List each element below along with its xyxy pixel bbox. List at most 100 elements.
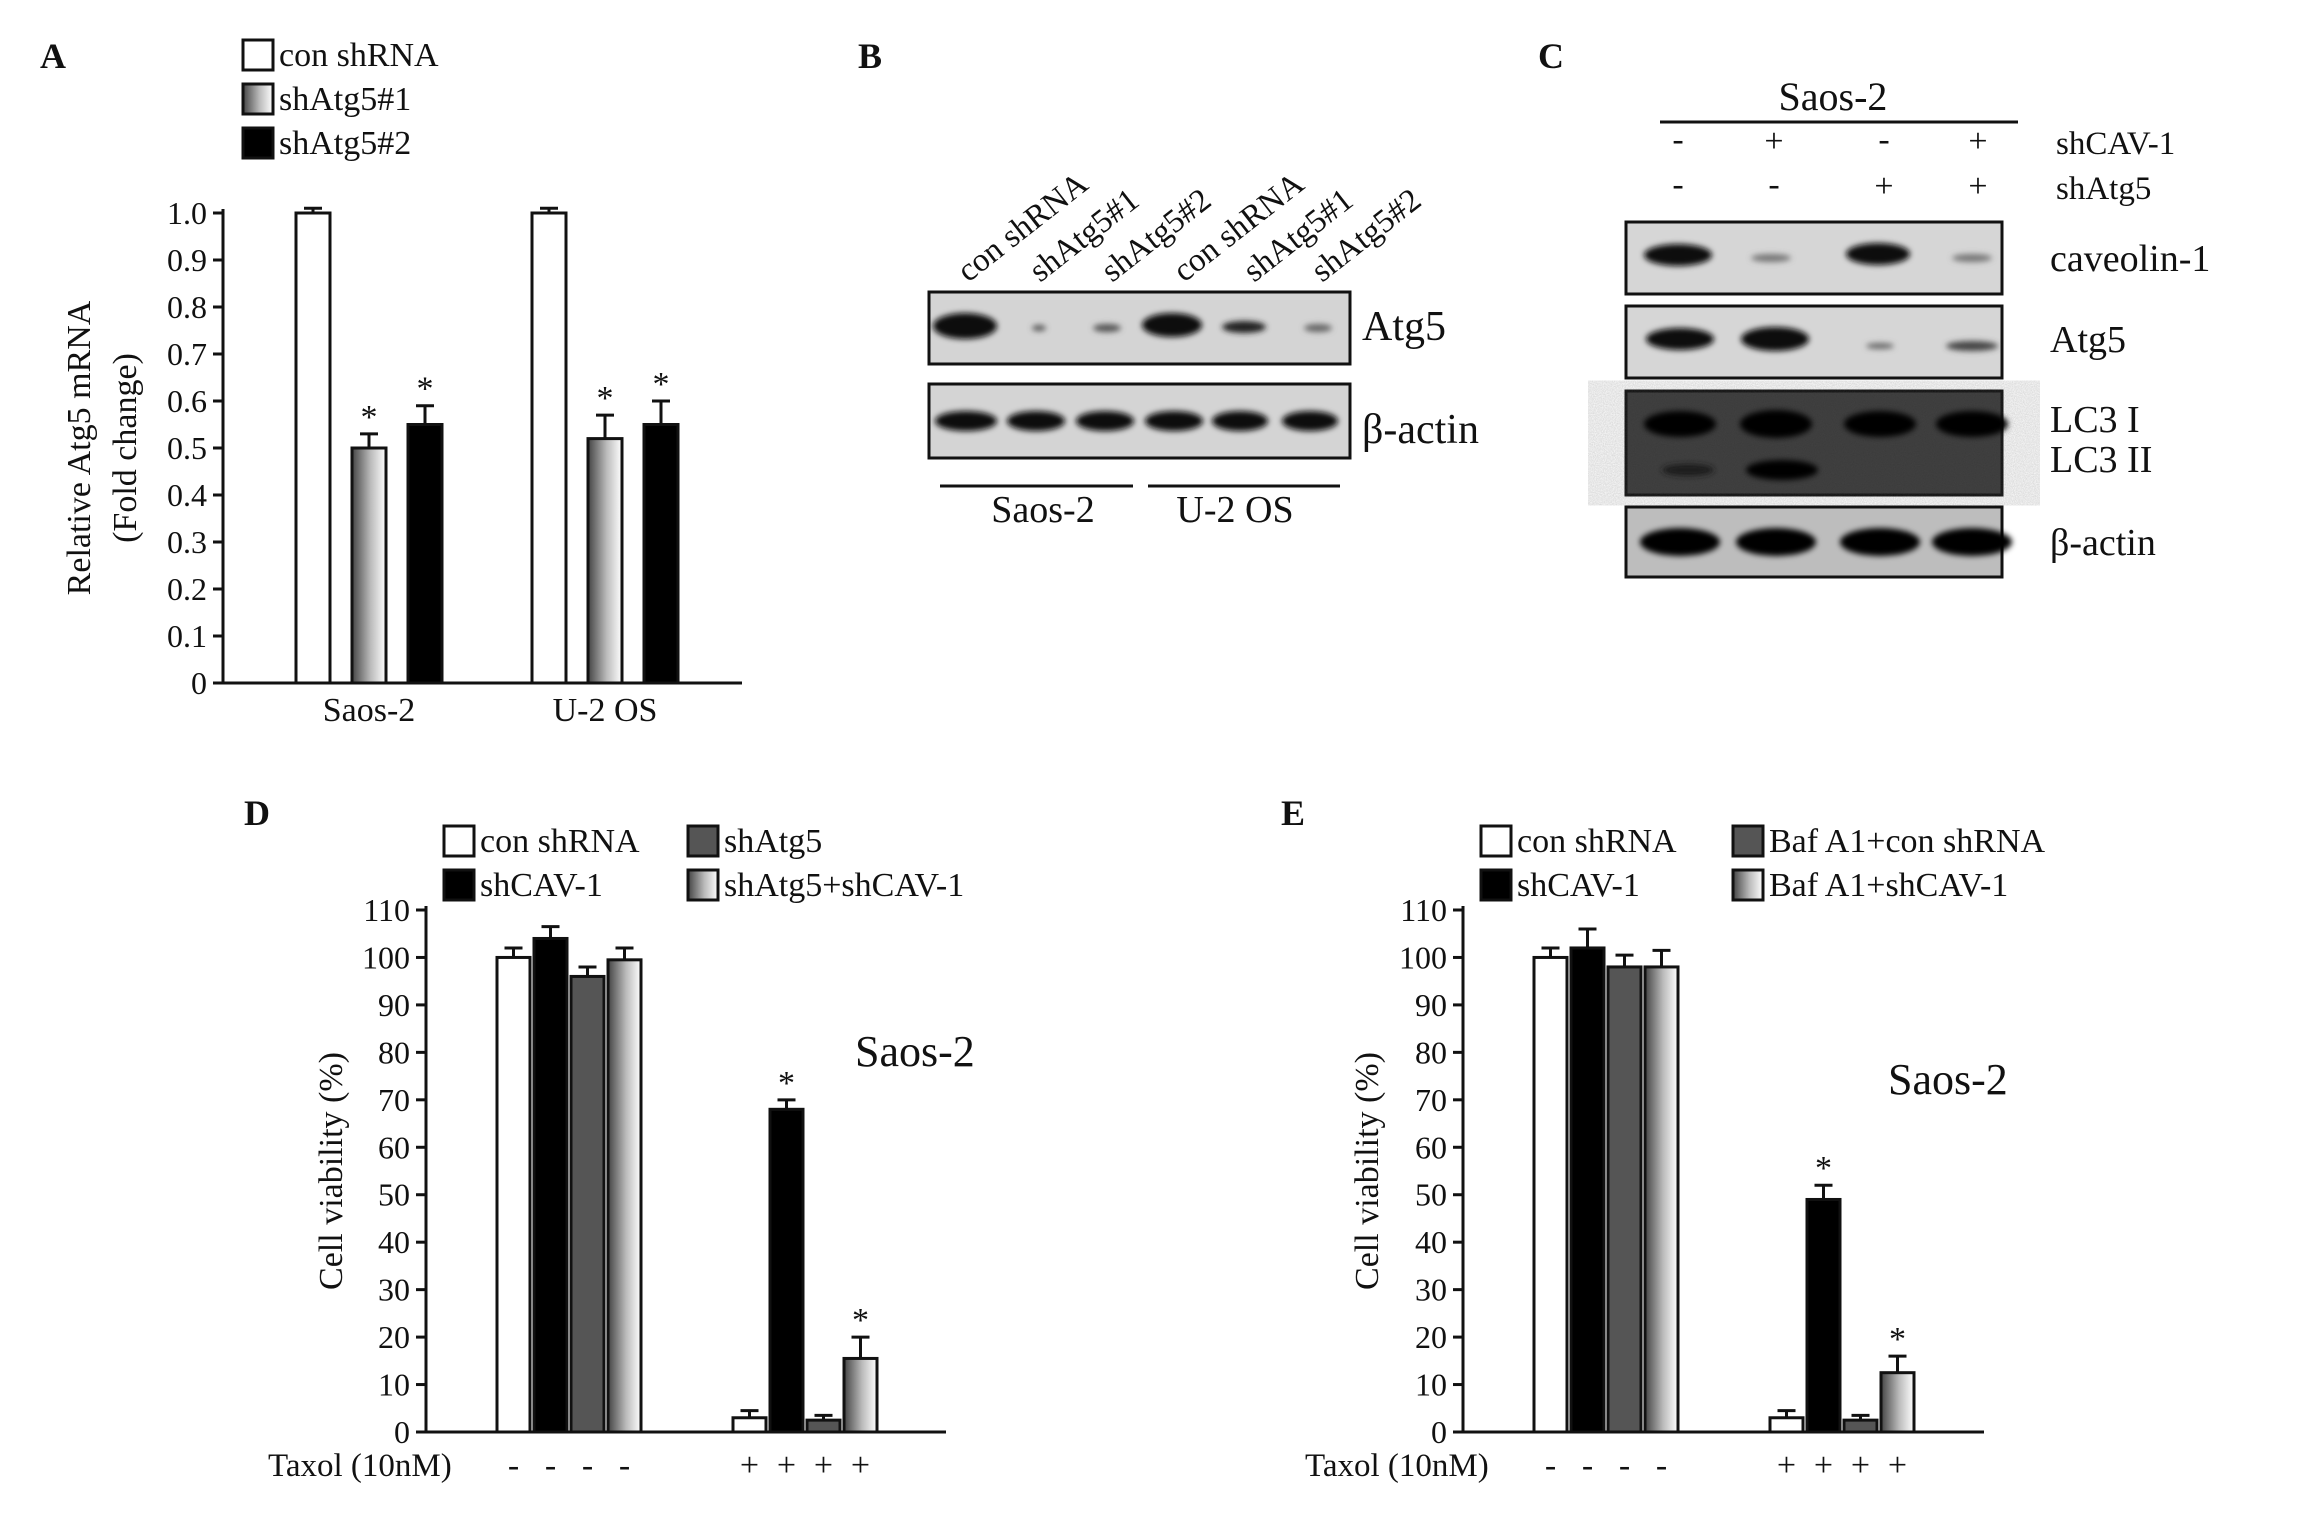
bar: [1768, 1416, 1805, 1434]
taxol-label: Taxol (10nM): [1305, 1448, 1489, 1484]
panel-a-chart: 0 0.1 0.2 0.3 0.4 0.5 0.6 0.7 0.8 0.9 1.0 Relative …: [61, 195, 742, 729]
panel-d: D con shRNA shCAV-1 shAtg5 shAtg5+shCAV-1 0…: [244, 793, 975, 1484]
y-tick-label: 0.2: [167, 571, 207, 607]
panel-e: E con shRNA shCAV-1 Baf A1+con shRNA Baf A1…: [1281, 793, 2045, 1484]
significance-star: *: [597, 380, 614, 417]
y-tick-label: 0.3: [167, 524, 207, 560]
blot-lc3-c: [1624, 389, 2008, 497]
y-tick-label: 0.6: [167, 383, 207, 419]
y-tick-label: 50: [1415, 1177, 1447, 1213]
legend-label: Baf A1+shCAV-1: [1769, 867, 2008, 904]
treatment-row-shcav1: - + - + shCAV-1: [1672, 121, 2175, 162]
taxol-sign: +: [777, 1447, 796, 1484]
sign: +: [1968, 168, 1987, 205]
bar: [1643, 965, 1680, 1434]
y-tick-label: 60: [1415, 1129, 1447, 1165]
panel-b-letter: B: [858, 36, 882, 76]
cell-line-label: Saos-2: [1779, 74, 1888, 119]
significance-star: *: [1815, 1150, 1832, 1187]
significance-star: *: [1889, 1321, 1906, 1358]
y-tick-label: 30: [378, 1272, 410, 1308]
group-label-saos2: Saos-2: [991, 489, 1094, 531]
y-tick-label: 90: [1415, 987, 1447, 1023]
taxol-sign: +: [851, 1447, 870, 1484]
bar: [1805, 1197, 1842, 1434]
panel-d-legend: con shRNA shCAV-1 shAtg5 shAtg5+shCAV-1: [442, 823, 964, 904]
band-label-lc3ii: LC3 II: [2050, 439, 2152, 481]
taxol-sign: +: [814, 1447, 833, 1484]
y-tick-label: 70: [378, 1082, 410, 1118]
sign: -: [1672, 121, 1683, 158]
y-tick-label: 40: [378, 1224, 410, 1260]
taxol-sign: +: [1814, 1447, 1833, 1484]
bar: [1606, 965, 1643, 1434]
legend-label: Baf A1+con shRNA: [1769, 823, 2045, 860]
significance-star: *: [361, 399, 378, 436]
panel-d-letter: D: [244, 793, 270, 833]
legend-swatch: [241, 38, 275, 72]
bar: [805, 1418, 842, 1434]
bar: [532, 936, 569, 1434]
blot-bactin-b: [927, 382, 1352, 460]
panel-c-letter: C: [1538, 36, 1564, 76]
blot-caveolin1-c: [1624, 220, 2004, 296]
bar: [569, 974, 606, 1434]
y-tick-label: 110: [1400, 892, 1447, 928]
legend-label: shAtg5+shCAV-1: [724, 867, 964, 904]
y-tick-label: 80: [1415, 1034, 1447, 1070]
x-category-label: Saos-2: [323, 692, 416, 729]
legend-label: con shRNA: [279, 37, 439, 74]
y-tick-label: 100: [1399, 939, 1447, 975]
y-tick-label: 0: [394, 1414, 410, 1450]
legend-swatch: [686, 868, 720, 902]
panel-e-letter: E: [1281, 793, 1305, 833]
y-tick-label: 90: [378, 987, 410, 1023]
legend-label: con shRNA: [1517, 823, 1677, 860]
cell-line-annotation: Saos-2: [1888, 1055, 2008, 1104]
sign: -: [1768, 166, 1779, 203]
bar: [1842, 1418, 1879, 1434]
bar: [350, 446, 388, 685]
blot-atg5-b: [927, 290, 1352, 366]
y-tick-label: 0: [1431, 1414, 1447, 1450]
band-label-lc3i: LC3 I: [2050, 399, 2140, 441]
legend-label: shAtg5#1: [279, 81, 411, 118]
bar: [495, 955, 532, 1434]
y-tick-label: 1.0: [167, 195, 207, 231]
band-label-caveolin1: caveolin-1: [2050, 238, 2210, 280]
sign: +: [1874, 168, 1893, 205]
bar: [1569, 946, 1606, 1434]
panel-b: B con shRNA shAtg5#1 shAtg5#2 con shRNA …: [858, 36, 1479, 531]
y-tick-label: 0.5: [167, 430, 207, 466]
group-label-u2os: U-2 OS: [1176, 489, 1293, 531]
taxol-sign: +: [1888, 1447, 1907, 1484]
taxol-sign: -: [1619, 1447, 1630, 1484]
y-tick-label: 70: [1415, 1082, 1447, 1118]
blot-atg5-c: [1624, 304, 2004, 380]
bar: [606, 958, 643, 1434]
y-tick-label: 30: [1415, 1272, 1447, 1308]
bar: [642, 423, 680, 685]
y-tick-label: 100: [362, 939, 410, 975]
legend-swatch: [686, 824, 720, 858]
taxol-sign: -: [508, 1447, 519, 1484]
bar: [768, 1107, 805, 1434]
legend-swatch: [1479, 824, 1513, 858]
y-tick-label: 50: [378, 1177, 410, 1213]
bar: [406, 423, 444, 685]
y-tick-label: 60: [378, 1129, 410, 1165]
y-axis-label: Relative Atg5 mRNA: [61, 300, 98, 595]
y-tick-label: 0.4: [167, 477, 207, 513]
cell-line-annotation: Saos-2: [855, 1027, 975, 1076]
band-label-atg5: Atg5: [1362, 304, 1446, 350]
treatment-label: shCAV-1: [2056, 126, 2175, 162]
band-label-bactin: β-actin: [1362, 407, 1479, 453]
panel-a-letter: A: [40, 36, 66, 76]
sign: -: [1672, 166, 1683, 203]
legend-swatch: [1731, 868, 1765, 902]
bar: [1879, 1371, 1916, 1434]
significance-star: *: [778, 1065, 795, 1102]
taxol-sign: +: [1777, 1447, 1796, 1484]
sign: +: [1968, 123, 1987, 160]
panel-b-lane-labels: con shRNA shAtg5#1 shAtg5#2 con shRNA sh…: [951, 165, 1428, 289]
